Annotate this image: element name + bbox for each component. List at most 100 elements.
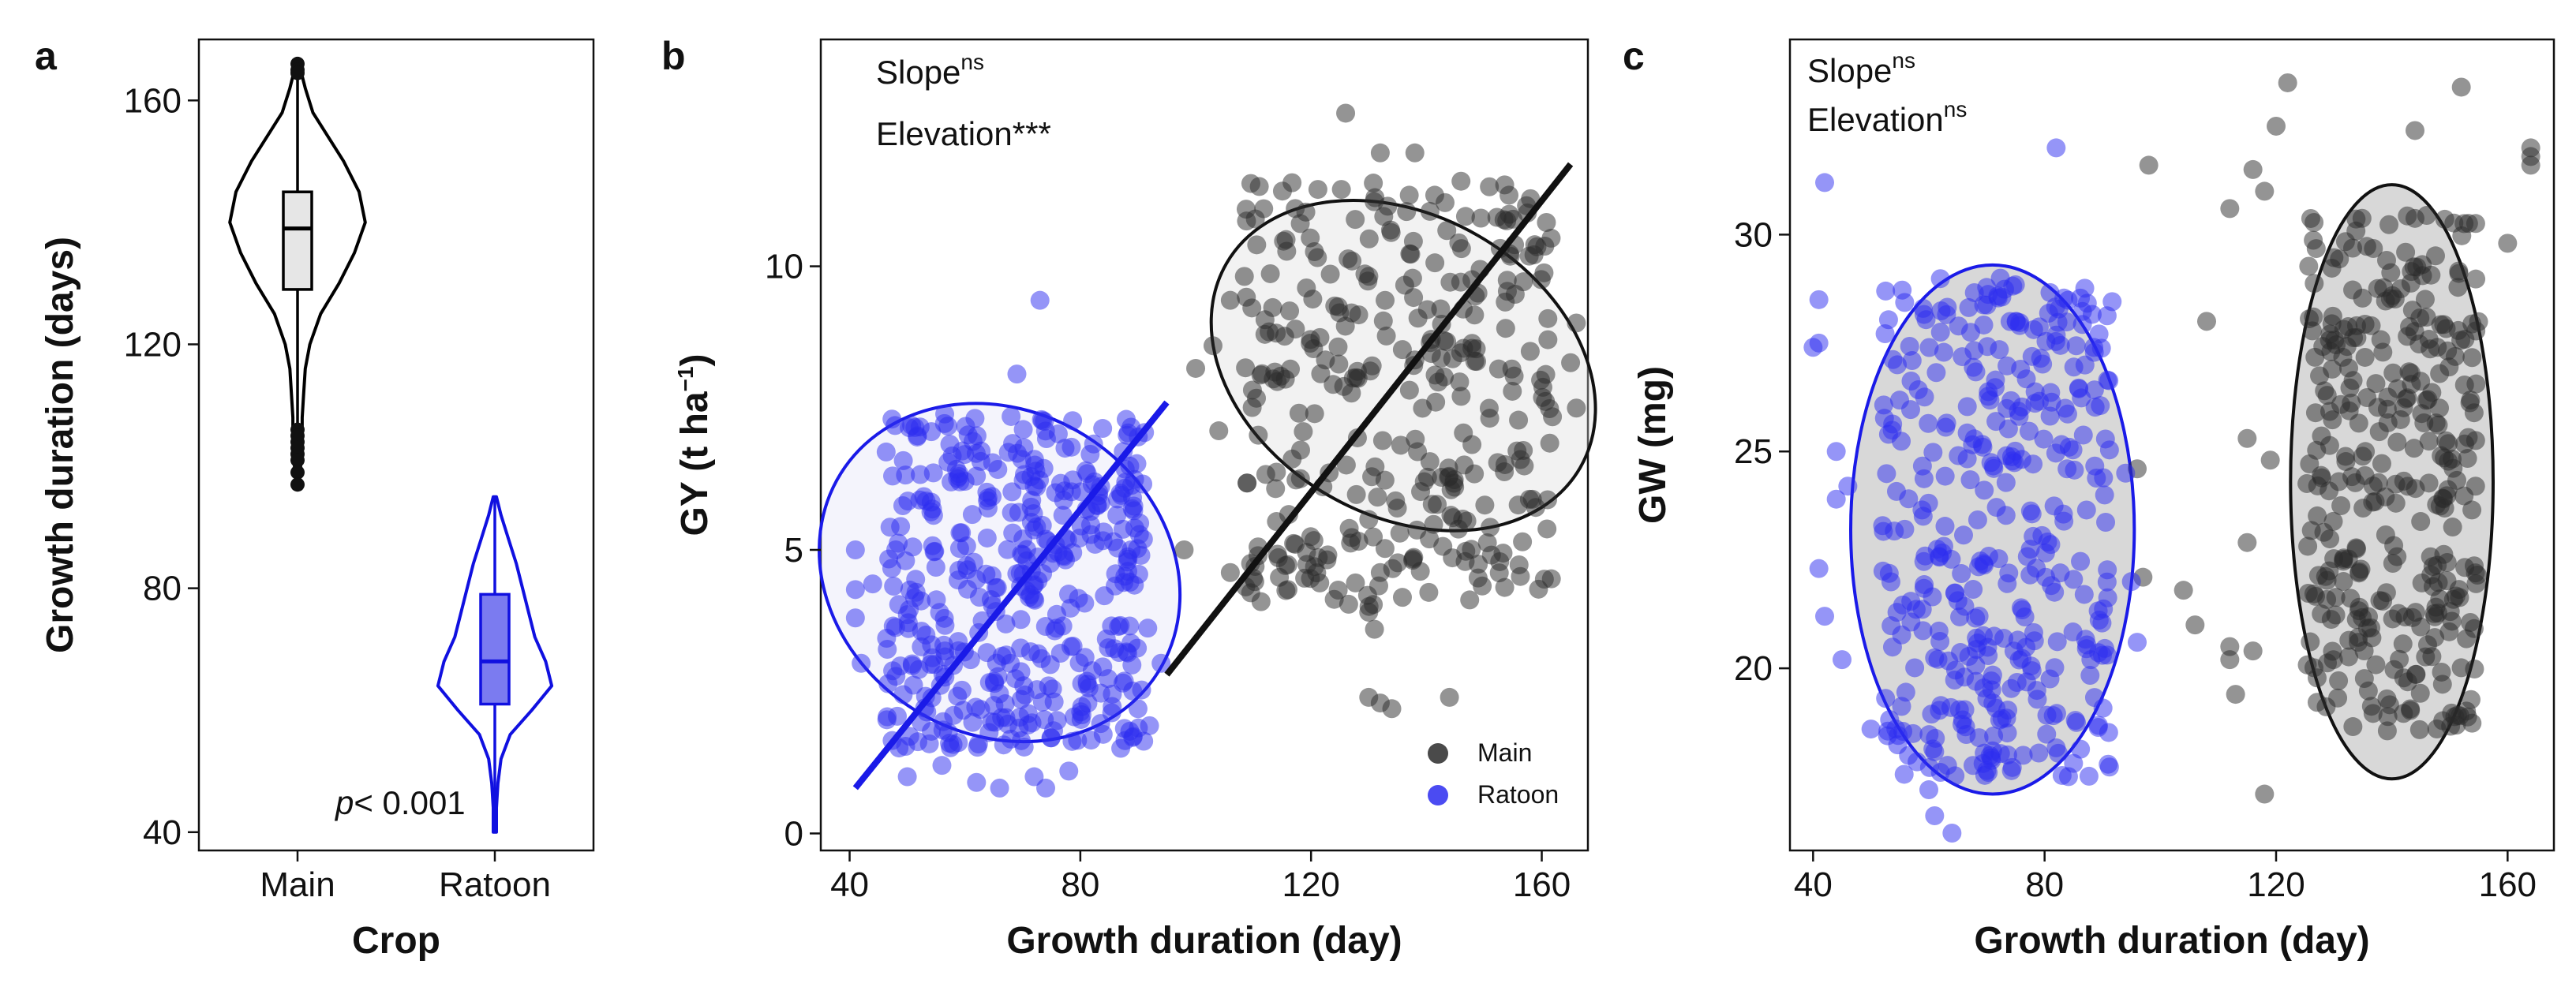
- ratoon-data-point: [1069, 529, 1089, 548]
- ratoon-data-point: [1861, 719, 1881, 739]
- main-data-point: [2443, 518, 2462, 537]
- main-data-point: [1260, 264, 1280, 283]
- main-data-point: [2443, 589, 2463, 609]
- x-tick-label: 120: [2247, 865, 2305, 904]
- ratoon-data-point: [1893, 721, 1913, 741]
- ratoon-data-point: [1935, 517, 1955, 536]
- ratoon-data-point: [1977, 761, 1997, 780]
- ratoon-data-point: [1975, 480, 1994, 500]
- ratoon-data-point: [967, 426, 987, 446]
- main-data-point: [2438, 341, 2458, 361]
- main-data-point: [1370, 563, 1390, 582]
- ratoon-data-point: [1912, 456, 1932, 476]
- ratoon-data-point: [1011, 638, 1031, 658]
- main-data-point: [1503, 381, 1522, 401]
- main-data-point: [1504, 366, 1524, 386]
- main-data-point: [2366, 655, 2386, 675]
- main-data-point: [1301, 334, 1320, 353]
- main-data-point: [1538, 308, 1558, 328]
- main-data-point: [1465, 464, 1485, 484]
- main-data-point: [2379, 215, 2399, 234]
- main-data-point: [1488, 453, 1507, 473]
- main-data-point: [2139, 155, 2159, 175]
- main-data-point: [1320, 264, 1340, 284]
- panel-label-b: b: [661, 34, 686, 78]
- ratoon-data-point: [1120, 573, 1140, 592]
- main-data-point: [2352, 208, 2372, 228]
- main-data-point: [1252, 364, 1272, 383]
- ratoon-data-point: [1956, 717, 1975, 737]
- ratoon-data-point: [1945, 660, 1965, 680]
- main-data-point: [2363, 704, 2383, 723]
- outlier-point: [290, 453, 305, 468]
- ratoon-data-point: [1968, 510, 1987, 530]
- main-data-point: [1392, 340, 1412, 360]
- box-main: [282, 190, 313, 291]
- main-data-point: [2301, 208, 2320, 228]
- main-data-point: [1473, 576, 1492, 596]
- ratoon-data-point: [2040, 282, 2060, 302]
- main-data-point: [1414, 472, 1434, 492]
- ratoon-data-point: [1039, 676, 1058, 696]
- main-data-point: [1490, 551, 1510, 571]
- main-data-point: [2237, 428, 2257, 448]
- ratoon-data-point: [1973, 626, 1993, 645]
- ratoon-data-point: [2094, 599, 2114, 619]
- ratoon-data-point: [2016, 672, 2036, 692]
- main-data-point: [2462, 348, 2482, 368]
- main-data-point: [1275, 369, 1295, 389]
- main-data-point: [1376, 326, 1396, 346]
- main-data-point: [1480, 409, 1500, 428]
- ratoon-data-point: [1950, 607, 1970, 626]
- main-data-point: [1346, 484, 1366, 504]
- main-data-point: [2323, 359, 2342, 379]
- main-data-point: [1362, 356, 1382, 376]
- main-data-point: [1403, 549, 1423, 569]
- ratoon-data-point: [903, 537, 923, 557]
- ratoon-data-point: [1007, 364, 1027, 384]
- main-data-point: [1457, 511, 1477, 531]
- y-tick-label: 0: [784, 814, 803, 853]
- ratoon-data-point: [1061, 598, 1080, 618]
- ratoon-data-point: [996, 708, 1016, 727]
- ratoon-data-point: [1996, 506, 2016, 525]
- outlier-point: [290, 465, 305, 480]
- ratoon-data-point: [1929, 621, 1949, 641]
- ratoon-data-point: [2097, 572, 2117, 592]
- y-tick-label: 160: [124, 81, 182, 120]
- panel-c: c 20 25 30 40 80 120 160 Growth duration (day) G…: [1623, 34, 2555, 962]
- ratoon-data-point: [1942, 824, 1962, 843]
- main-data-point: [1289, 403, 1309, 423]
- ratoon-data-point: [2099, 440, 2119, 460]
- main-data-point: [1364, 527, 1383, 547]
- ratoon-data-point: [949, 464, 968, 484]
- ratoon-data-point: [1134, 731, 1154, 751]
- main-data-point: [1390, 523, 1410, 543]
- ratoon-data-point: [1949, 700, 1969, 719]
- main-data-point: [2349, 597, 2369, 617]
- main-data-point: [1276, 230, 1296, 249]
- y-tick-label: 10: [765, 248, 803, 286]
- main-data-point: [1509, 555, 1529, 574]
- main-data-point: [1275, 327, 1294, 346]
- main-data-point: [2349, 562, 2369, 581]
- y-axis-title: GW (mg): [1632, 366, 1674, 524]
- main-data-point: [1237, 473, 1257, 493]
- ratoon-data-point: [1053, 506, 1073, 525]
- main-data-point: [1325, 296, 1345, 316]
- main-data-point: [1237, 211, 1256, 231]
- ratoon-data-point: [1026, 462, 1046, 481]
- ratoon-data-point: [2050, 335, 2070, 355]
- x-tick-label: 160: [2479, 865, 2537, 904]
- main-data-point: [1488, 359, 1508, 379]
- ratoon-data-point: [2063, 440, 2083, 460]
- ratoon-data-point: [1930, 323, 1950, 342]
- ratoon-data-point: [2096, 513, 2116, 533]
- ratoon-data-point: [967, 772, 987, 792]
- main-data-point: [1365, 192, 1384, 211]
- ratoon-data-point: [2066, 336, 2086, 356]
- main-data-point: [1399, 380, 1419, 400]
- main-data-point: [2316, 697, 2336, 716]
- ratoon-data-point: [1926, 363, 1946, 383]
- main-data-point: [2462, 500, 2482, 520]
